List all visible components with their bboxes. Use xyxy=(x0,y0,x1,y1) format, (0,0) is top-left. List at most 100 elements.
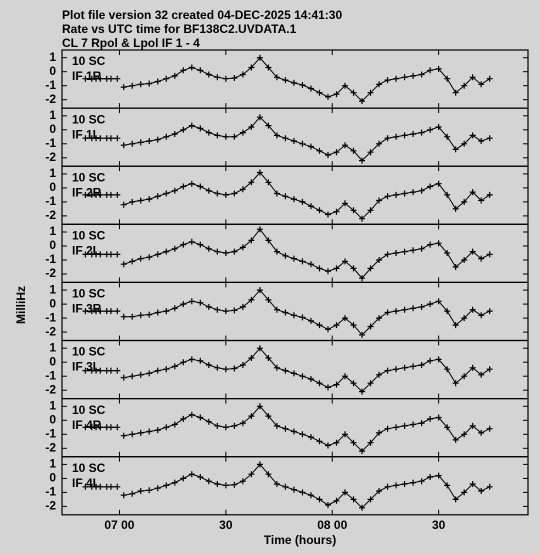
data-point xyxy=(256,54,263,61)
data-point xyxy=(97,308,104,315)
data-point xyxy=(256,169,263,176)
data-point xyxy=(427,241,434,248)
data-point xyxy=(350,265,357,272)
data-point xyxy=(231,75,238,81)
data-point xyxy=(401,248,408,255)
data-point xyxy=(401,422,408,429)
data-point xyxy=(350,496,357,503)
data-point xyxy=(290,196,297,203)
data-point xyxy=(452,89,459,96)
data-point xyxy=(410,305,417,312)
data-point xyxy=(367,207,374,214)
data-point xyxy=(137,312,144,319)
data-point xyxy=(231,481,238,488)
data-point xyxy=(410,479,417,486)
data-point xyxy=(469,132,476,139)
data-point xyxy=(393,424,400,431)
data-point xyxy=(359,331,366,338)
y-tick-label: 0 xyxy=(49,180,56,194)
data-point xyxy=(180,301,187,308)
data-point xyxy=(107,251,114,258)
data-point xyxy=(256,403,263,410)
rate-line xyxy=(123,171,490,220)
data-point xyxy=(231,133,238,140)
data-point xyxy=(214,248,221,255)
data-point xyxy=(282,425,289,432)
panel-frame xyxy=(61,398,529,458)
chart-title: Plot file version 32 created 04-DEC-2025… xyxy=(62,8,342,22)
data-point xyxy=(410,131,417,137)
data-point xyxy=(410,363,417,370)
data-point xyxy=(180,67,187,74)
data-point xyxy=(342,82,349,89)
data-point xyxy=(273,190,280,197)
data-point xyxy=(324,442,331,449)
data-point xyxy=(120,201,127,208)
panel-source: 10 SC xyxy=(72,403,106,417)
data-point xyxy=(307,143,314,150)
data-point xyxy=(137,255,144,262)
data-point xyxy=(401,132,408,139)
data-point xyxy=(120,84,127,91)
data-point xyxy=(452,146,459,153)
data-point xyxy=(82,191,89,198)
data-point xyxy=(273,74,280,81)
data-point xyxy=(197,357,204,364)
data-point xyxy=(239,420,246,427)
panel-source: 10 SC xyxy=(72,461,106,475)
data-point xyxy=(107,367,114,374)
data-point xyxy=(461,315,468,322)
panel-name: IF 4R xyxy=(72,418,102,432)
data-point xyxy=(324,502,331,508)
data-point xyxy=(222,482,229,489)
data-point xyxy=(163,424,170,431)
data-point xyxy=(239,303,246,310)
y-tick-label: -2 xyxy=(45,208,56,222)
data-point xyxy=(205,478,212,485)
y-tick-label: 1 xyxy=(49,340,56,354)
data-point xyxy=(265,471,272,478)
data-point xyxy=(171,421,178,428)
data-point xyxy=(214,481,221,487)
data-point xyxy=(478,371,485,378)
data-point xyxy=(163,248,170,255)
data-point xyxy=(418,129,425,136)
data-point xyxy=(324,93,331,100)
data-point xyxy=(97,367,104,374)
data-point xyxy=(107,424,114,431)
data-point xyxy=(376,257,383,263)
data-point xyxy=(299,82,306,88)
data-point xyxy=(154,427,161,434)
data-point xyxy=(418,478,425,485)
y-tick-label: 1 xyxy=(49,457,56,471)
data-point xyxy=(205,129,212,136)
data-point xyxy=(129,313,136,320)
data-point xyxy=(435,124,442,130)
data-point xyxy=(410,247,417,254)
data-point xyxy=(82,75,89,82)
rate-line xyxy=(123,347,490,393)
data-point xyxy=(273,364,280,371)
data-point xyxy=(222,366,229,373)
data-point xyxy=(231,190,238,197)
data-point xyxy=(342,431,349,438)
data-point xyxy=(282,77,289,84)
data-point xyxy=(273,132,280,139)
data-point xyxy=(393,366,400,373)
data-point xyxy=(214,190,221,197)
data-point xyxy=(248,179,255,186)
data-point xyxy=(461,489,468,496)
data-point xyxy=(146,138,153,144)
data-point xyxy=(350,322,357,329)
data-point xyxy=(299,373,306,380)
data-point xyxy=(427,415,434,422)
data-point xyxy=(342,200,349,207)
data-point xyxy=(197,414,204,421)
data-point xyxy=(171,72,178,79)
data-point xyxy=(307,317,314,324)
data-point xyxy=(333,149,340,156)
data-point xyxy=(222,133,229,140)
data-point xyxy=(435,240,442,247)
data-point xyxy=(163,75,170,82)
data-point xyxy=(350,147,357,154)
